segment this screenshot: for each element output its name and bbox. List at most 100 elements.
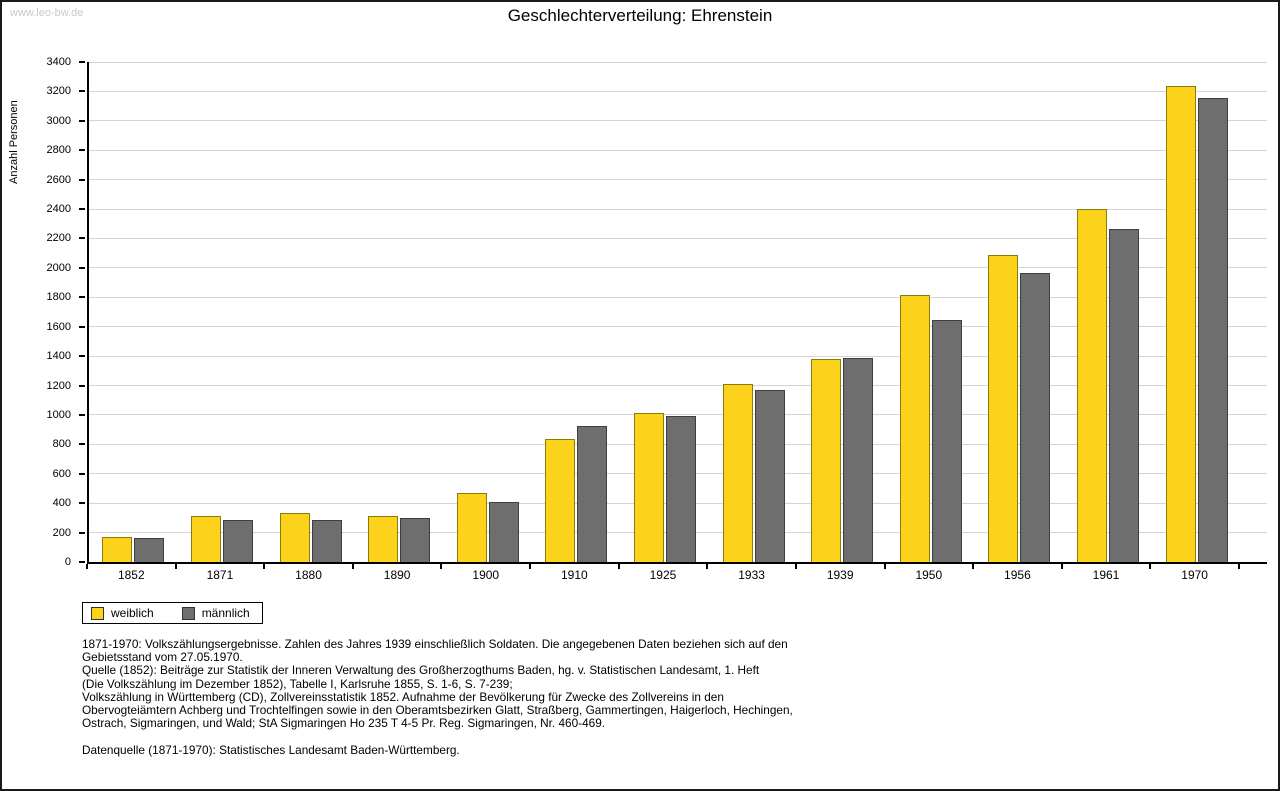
y-tick-label: 800: [52, 438, 71, 451]
gridline: [89, 179, 1267, 181]
y-tick-mark: [79, 178, 85, 181]
legend-label: männlich: [201, 606, 250, 620]
bar-group-1950: [886, 62, 975, 562]
y-tick-label: 3200: [46, 85, 71, 98]
bar-weiblich-1970: [1165, 85, 1196, 562]
x-tick-mark: [883, 564, 886, 569]
y-tick-mark: [79, 266, 85, 269]
x-tick-label: 1880: [295, 568, 322, 582]
bar-männlich-1852: [134, 538, 165, 562]
bar-group-1900: [443, 62, 532, 562]
x-tick-label: 1910: [561, 568, 588, 582]
gridline: [89, 208, 1267, 210]
y-tick-label: 2400: [46, 203, 71, 216]
y-tick-label: 2800: [46, 144, 71, 157]
bar-group-1910: [532, 62, 621, 562]
bar-weiblich-1852: [102, 537, 133, 562]
y-tick-label: 0: [64, 556, 71, 568]
y-tick-mark: [79, 502, 85, 505]
gridline: [89, 267, 1267, 269]
gridline: [89, 120, 1267, 122]
gridline: [89, 149, 1267, 151]
gridline: [89, 385, 1267, 387]
legend-swatch-weiblich: [91, 606, 104, 620]
y-tick-label: 400: [52, 497, 71, 510]
legend-swatch-männlich: [181, 606, 195, 620]
y-tick-mark: [79, 472, 85, 475]
bar-group-1852: [89, 62, 178, 562]
y-tick-mark: [79, 355, 85, 358]
footer-line: Volkszählung in Württemberg (CD), Zollve…: [82, 689, 724, 704]
bar-männlich-1900: [488, 502, 519, 562]
footer-line: 1871-1970: Volkszählungsergebnisse. Zahl…: [82, 637, 788, 651]
bar-group-1925: [621, 62, 710, 562]
x-tick-label: 1950: [915, 568, 943, 582]
y-tick-label: 2200: [46, 232, 71, 245]
y-tick-mark: [79, 296, 85, 299]
x-tick-label: 1900: [472, 568, 500, 582]
y-tick-label: 1200: [46, 379, 71, 392]
x-tick-mark: [617, 564, 620, 569]
y-tick-mark: [79, 531, 85, 534]
y-tick-mark: [79, 325, 85, 328]
x-tick-mark: [529, 564, 532, 569]
x-tick-label: 1933: [738, 568, 765, 582]
x-tick-label: 1939: [826, 568, 854, 582]
chart-title: Geschlechterverteilung: Ehrenstein: [507, 6, 773, 25]
watermark: www.leo-bw.de: [10, 7, 84, 19]
bar-weiblich-1890: [368, 515, 399, 562]
bar-group-1939: [798, 62, 887, 562]
legend-label: weiblich: [111, 606, 154, 620]
gridline: [89, 237, 1267, 239]
bar-group-1871: [178, 62, 267, 562]
y-tick-label: 3000: [46, 114, 71, 127]
y-tick-mark: [79, 561, 85, 563]
legend-item-weiblich: weiblich: [91, 606, 154, 620]
bar-männlich-1970: [1197, 98, 1228, 562]
bar-männlich-1871: [222, 519, 253, 562]
y-tick-label: 1400: [46, 350, 71, 363]
footer-line: Obervogteiämtern Achberg und Trochtelfin…: [82, 703, 793, 718]
gridline: [89, 414, 1267, 416]
x-tick-label: 1871: [206, 568, 234, 582]
x-tick-mark: [86, 564, 88, 569]
bar-weiblich-1880: [279, 513, 310, 562]
x-tick-mark: [263, 564, 266, 569]
bar-groups: [89, 62, 1241, 562]
bar-weiblich-1950: [899, 295, 930, 562]
y-tick-mark: [79, 413, 85, 416]
y-tick-mark: [79, 61, 85, 63]
bar-weiblich-1956: [988, 254, 1019, 562]
y-tick-label: 3400: [46, 56, 71, 68]
legend: weiblich männlich: [82, 602, 263, 624]
bar-männlich-1950: [931, 319, 962, 562]
bar-männlich-1925: [665, 415, 696, 562]
bar-group-1880: [266, 62, 355, 562]
bar-männlich-1910: [577, 425, 608, 562]
x-tick-mark: [794, 564, 797, 569]
bar-weiblich-1925: [633, 412, 664, 562]
y-tick-label: 200: [52, 526, 71, 539]
footer-line: Gebietsstand vom 27.05.1970.: [82, 650, 243, 665]
x-tick-label: 1890: [383, 568, 411, 582]
y-tick-label: 1000: [46, 408, 71, 421]
gridline: [89, 355, 1267, 357]
y-tick-mark: [79, 443, 85, 446]
x-tick-label: 1852: [117, 568, 145, 582]
footer-line: Quelle (1852): Beiträge zur Statistik de…: [82, 663, 760, 678]
y-tick-label: 1600: [46, 320, 71, 333]
bar-group-1970: [1152, 62, 1241, 562]
y-axis: 0 200 400 600 800 1000 1200 1400 1600 1800 2000 220…: [2, 56, 85, 568]
bar-männlich-1961: [1109, 228, 1139, 562]
x-tick-mark: [972, 564, 975, 569]
x-tick-mark: [706, 564, 709, 569]
plot-area: [87, 61, 1267, 564]
x-tick-label: 1956: [1004, 568, 1031, 582]
y-tick-mark: [79, 149, 85, 152]
footer-datasource: Datenquelle (1871-1970): Statistisches L…: [82, 743, 460, 757]
bar-group-1956: [975, 62, 1064, 562]
x-tick-label: 1970: [1181, 568, 1208, 582]
bar-männlich-1890: [400, 517, 431, 562]
x-tick-mark: [1149, 564, 1152, 569]
